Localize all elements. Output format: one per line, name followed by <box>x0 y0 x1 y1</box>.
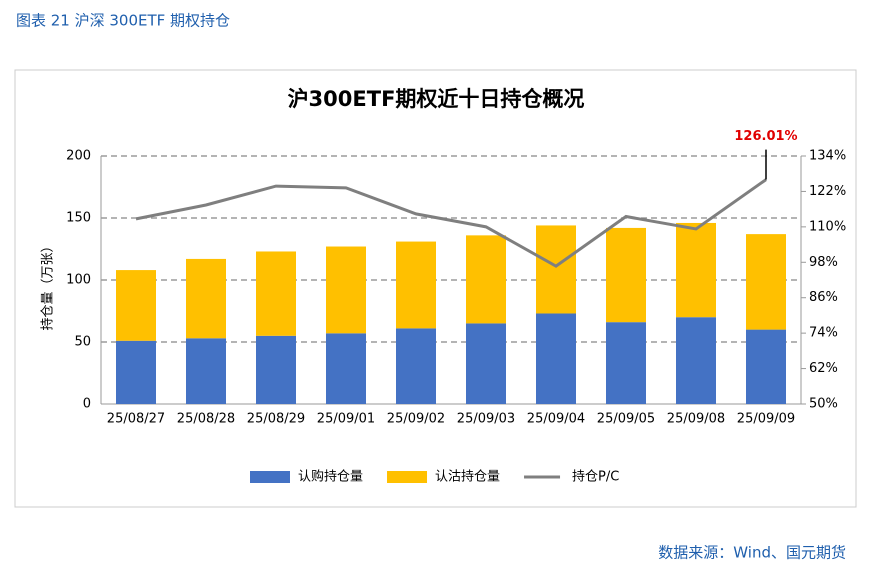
bar <box>606 322 646 404</box>
y2-tick-label: 122% <box>809 184 846 199</box>
y-tick-label: 200 <box>66 149 91 164</box>
legend-swatch <box>387 471 428 483</box>
bar <box>256 335 296 404</box>
header: 图表 21 沪深 300ETF 期权持仓 <box>16 12 230 30</box>
source: 数据来源：Wind、国元期货 <box>658 544 846 562</box>
bar <box>396 328 436 404</box>
bar <box>326 333 366 404</box>
bar <box>396 241 436 329</box>
x-tick-label: 25/09/02 <box>387 412 445 427</box>
line <box>135 178 767 268</box>
bar <box>116 340 156 404</box>
bar <box>676 317 716 404</box>
legend-label: 认购持仓量 <box>298 469 363 485</box>
legend-label: 持仓P/C <box>572 470 619 485</box>
y2-tick-label: 74% <box>809 326 838 341</box>
x-tick-label: 25/09/03 <box>457 412 515 427</box>
bar <box>186 338 226 404</box>
bar <box>606 227 646 323</box>
chart-frame <box>14 69 857 508</box>
x-tick-label: 25/09/04 <box>527 412 585 427</box>
y2-tick-label: 86% <box>809 290 838 305</box>
legend-label: 认沽持仓量 <box>435 470 500 485</box>
x-tick-label: 25/09/05 <box>597 412 655 427</box>
bar <box>536 313 576 404</box>
x-tick-label: 25/08/27 <box>107 412 165 427</box>
y2-tick-label: 50% <box>809 397 838 412</box>
y2-tick-label: 62% <box>809 361 838 376</box>
y2-tick-label: 110% <box>809 219 846 234</box>
x-tick-label: 25/08/28 <box>177 412 235 427</box>
bar <box>676 222 716 318</box>
y-tick-label: 100 <box>66 273 91 288</box>
y-axis-label: 持仓量（万张） <box>41 239 56 330</box>
y2-tick-label: 98% <box>809 255 838 270</box>
bar <box>466 235 506 324</box>
legend-swatch <box>250 471 290 483</box>
y-tick-label: 150 <box>66 211 91 226</box>
y-tick-label: 0 <box>83 397 91 412</box>
x-tick-label: 25/09/08 <box>667 412 725 427</box>
x-tick-label: 25/09/09 <box>737 412 795 427</box>
x-tick-label: 25/08/29 <box>247 412 305 427</box>
bar <box>746 329 786 404</box>
bar <box>466 323 506 404</box>
bar <box>746 234 786 330</box>
bar <box>186 258 226 339</box>
y-tick-label: 50 <box>74 335 91 350</box>
bar <box>116 270 156 341</box>
value-label: 126.01% <box>734 129 797 144</box>
x-tick-label: 25/09/01 <box>317 412 375 427</box>
bar <box>256 251 296 336</box>
bar <box>326 246 366 334</box>
chart-title: 沪300ETF期权近十日持仓概况 <box>288 87 585 111</box>
y2-tick-label: 134% <box>809 149 846 164</box>
bar <box>536 225 576 314</box>
